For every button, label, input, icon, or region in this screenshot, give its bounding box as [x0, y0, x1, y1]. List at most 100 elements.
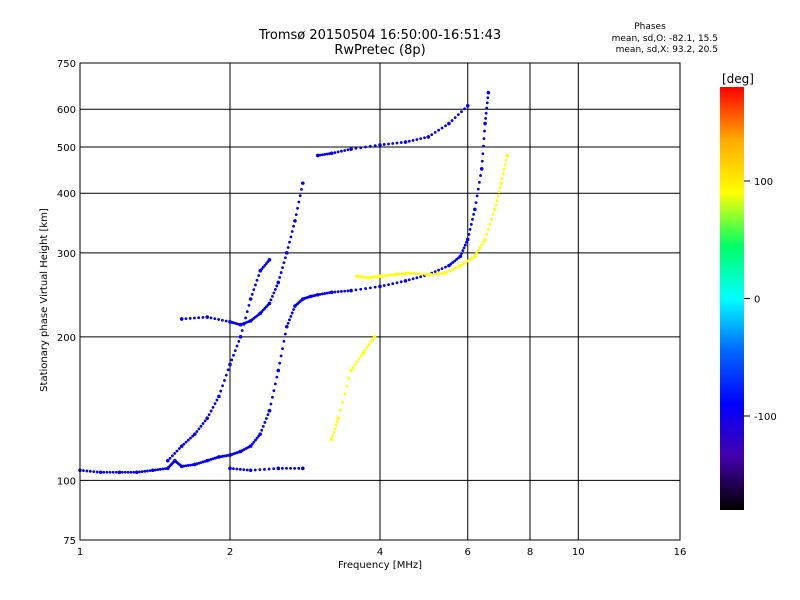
data-point — [333, 290, 337, 294]
data-point — [373, 144, 377, 148]
data-point — [323, 292, 327, 295]
data-point — [453, 266, 457, 270]
data-point — [473, 254, 477, 259]
data-point — [483, 129, 486, 133]
data-point — [354, 288, 358, 292]
data-point — [215, 398, 219, 402]
x-tick-label: 10 — [572, 547, 585, 558]
data-point — [284, 251, 289, 255]
data-point — [329, 151, 334, 156]
data-point — [263, 263, 267, 267]
y-tick-label: 600 — [57, 105, 76, 116]
data-point — [389, 273, 392, 277]
colorbar-tick-label: 100 — [754, 177, 773, 188]
data-point — [275, 375, 279, 379]
data-point — [463, 261, 467, 264]
data-point — [235, 344, 239, 348]
data-point — [117, 470, 122, 475]
data-point — [440, 126, 444, 130]
data-point — [371, 338, 375, 341]
data-point — [343, 289, 347, 293]
data-point — [329, 290, 334, 295]
data-point — [205, 315, 209, 319]
data-point — [486, 96, 490, 100]
data-point — [186, 438, 190, 442]
data-point — [189, 436, 192, 440]
data-point — [290, 311, 294, 315]
data-point — [173, 451, 177, 455]
data-point — [146, 469, 149, 473]
data-point — [355, 360, 359, 364]
data-point — [345, 384, 349, 388]
data-point — [148, 469, 152, 473]
data-point — [433, 131, 437, 134]
data-point — [437, 128, 441, 132]
data-point — [399, 272, 402, 276]
data-point — [270, 295, 274, 298]
data-point — [393, 272, 398, 277]
data-point — [175, 449, 179, 453]
data-point — [420, 272, 424, 276]
data-point — [403, 140, 408, 144]
data-point — [257, 274, 261, 277]
data-point — [359, 354, 363, 358]
data-point — [260, 428, 264, 432]
data-point — [272, 389, 276, 392]
data-point — [209, 316, 213, 320]
data-point — [275, 284, 279, 288]
data-point — [504, 158, 508, 162]
data-point — [458, 263, 463, 268]
y-tick-label: 75 — [63, 536, 76, 547]
data-point — [108, 470, 112, 474]
tick-labels-layer: 1 2 4 6 8 10 16 75 100 200 300 400 500 600 750 — [57, 59, 686, 558]
data-point — [143, 469, 147, 473]
data-point — [114, 470, 118, 474]
data-point — [220, 318, 224, 322]
data-point — [378, 284, 382, 289]
data-point — [203, 419, 207, 423]
data-point — [382, 143, 386, 146]
data-point — [503, 163, 507, 167]
data-point — [483, 237, 487, 242]
data-point — [465, 237, 470, 242]
data-point — [364, 287, 367, 290]
data-point — [458, 254, 463, 259]
data-point — [466, 259, 470, 263]
data-point — [288, 240, 291, 244]
data-point — [476, 187, 480, 191]
data-point — [253, 468, 257, 472]
data-point — [278, 361, 282, 365]
data-point — [242, 468, 246, 472]
data-point — [367, 343, 371, 347]
data-point — [447, 121, 451, 126]
data-point — [323, 152, 327, 156]
data-point — [126, 470, 130, 474]
data-point — [247, 303, 251, 307]
data-point — [188, 316, 192, 320]
data-point — [250, 292, 254, 296]
data-point — [346, 148, 350, 152]
data-point — [453, 116, 457, 120]
data-point — [450, 119, 454, 122]
data-point — [429, 272, 433, 276]
data-point — [289, 314, 293, 318]
data-point — [484, 116, 488, 120]
data-point — [349, 368, 353, 373]
data-point — [240, 329, 244, 332]
data-point — [440, 267, 444, 271]
data-point — [336, 290, 340, 294]
data-point — [289, 466, 292, 470]
data-point — [230, 358, 234, 362]
data-point — [224, 319, 228, 323]
data-point — [382, 284, 386, 287]
data-point — [228, 466, 232, 471]
data-point — [102, 470, 106, 474]
data-point — [478, 180, 481, 184]
data-point — [223, 379, 226, 382]
data-point — [191, 434, 195, 438]
data-point — [267, 467, 271, 471]
data-point — [207, 413, 211, 416]
y-tick-label: 200 — [57, 333, 76, 344]
data-point — [294, 213, 298, 216]
data-point — [341, 400, 345, 404]
